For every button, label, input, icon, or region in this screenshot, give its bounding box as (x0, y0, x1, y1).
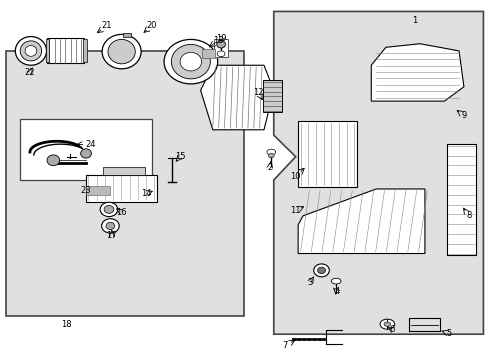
Text: 2: 2 (266, 163, 272, 172)
FancyBboxPatch shape (20, 119, 152, 180)
Ellipse shape (379, 319, 394, 329)
Text: 24: 24 (85, 140, 96, 149)
Polygon shape (200, 65, 273, 130)
Text: 11: 11 (290, 206, 300, 215)
Text: 5: 5 (446, 329, 451, 338)
FancyBboxPatch shape (298, 121, 356, 187)
FancyBboxPatch shape (176, 47, 209, 76)
Text: 14: 14 (141, 189, 151, 198)
FancyBboxPatch shape (446, 144, 475, 255)
Ellipse shape (266, 149, 275, 155)
FancyBboxPatch shape (201, 49, 215, 58)
Polygon shape (370, 44, 463, 101)
Text: 16: 16 (116, 208, 127, 217)
Ellipse shape (163, 40, 217, 84)
Text: 12: 12 (252, 87, 263, 96)
FancyBboxPatch shape (103, 167, 144, 175)
FancyBboxPatch shape (47, 38, 83, 63)
FancyBboxPatch shape (45, 39, 49, 62)
Ellipse shape (100, 202, 118, 217)
Ellipse shape (330, 278, 340, 284)
Text: 22: 22 (25, 68, 35, 77)
Text: 19: 19 (215, 34, 226, 43)
Text: 15: 15 (175, 152, 185, 161)
Ellipse shape (268, 153, 274, 158)
Ellipse shape (216, 41, 225, 48)
Ellipse shape (217, 51, 224, 57)
Text: 18: 18 (61, 320, 72, 329)
Ellipse shape (25, 45, 37, 56)
Ellipse shape (15, 37, 46, 65)
Text: 17: 17 (106, 231, 117, 240)
Ellipse shape (180, 52, 201, 71)
Text: 7: 7 (282, 341, 287, 350)
FancyBboxPatch shape (82, 39, 86, 62)
Text: 6: 6 (389, 325, 394, 334)
Polygon shape (273, 12, 483, 334)
FancyBboxPatch shape (86, 175, 157, 202)
FancyBboxPatch shape (86, 186, 110, 195)
Ellipse shape (81, 149, 91, 158)
Text: 9: 9 (460, 111, 466, 120)
FancyBboxPatch shape (122, 33, 131, 37)
FancyBboxPatch shape (213, 39, 228, 57)
Ellipse shape (317, 267, 325, 274)
Ellipse shape (102, 219, 119, 233)
Text: 21: 21 (102, 21, 112, 30)
Ellipse shape (106, 222, 115, 229)
Ellipse shape (104, 206, 114, 213)
Ellipse shape (47, 155, 60, 166)
Text: 4: 4 (334, 287, 339, 296)
Text: 8: 8 (465, 211, 470, 220)
Ellipse shape (313, 264, 329, 277)
Text: 20: 20 (146, 21, 157, 30)
FancyBboxPatch shape (263, 80, 281, 112)
Ellipse shape (102, 35, 141, 69)
Text: 23: 23 (81, 186, 91, 195)
Text: 13: 13 (213, 36, 224, 45)
Ellipse shape (108, 40, 135, 64)
Text: 3: 3 (307, 278, 312, 287)
Polygon shape (298, 189, 424, 253)
Text: 1: 1 (412, 16, 417, 25)
Ellipse shape (383, 322, 390, 326)
FancyBboxPatch shape (5, 51, 244, 316)
Text: 10: 10 (290, 172, 300, 181)
Ellipse shape (171, 44, 210, 79)
Ellipse shape (20, 41, 41, 61)
